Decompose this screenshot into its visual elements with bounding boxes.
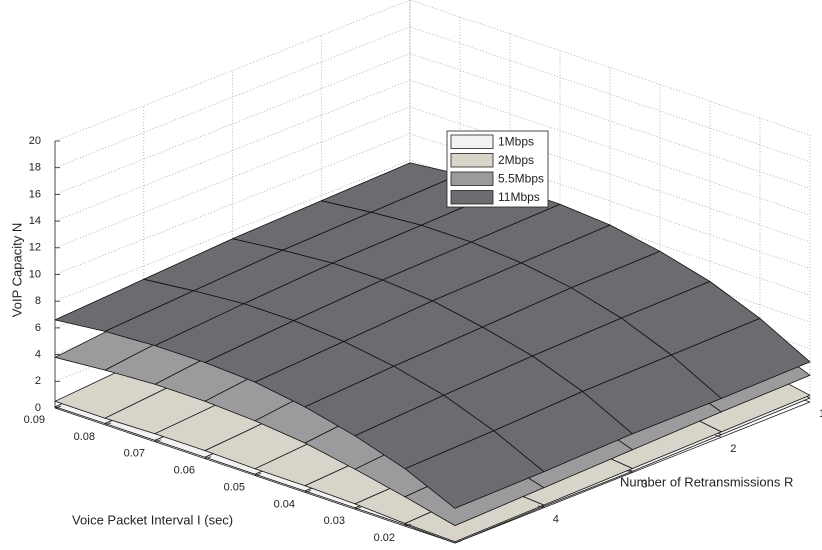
z-axis-label: VoIP Capacity N — [9, 223, 24, 317]
legend-label: 1Mbps — [498, 134, 534, 148]
z-tick-label: 4 — [35, 349, 41, 361]
x-tick-label: 0.08 — [74, 431, 95, 443]
y-tick-label: 2 — [730, 443, 736, 455]
y-tick-label: 4 — [553, 514, 559, 526]
grid-line — [54, 26, 811, 169]
x-tick — [204, 456, 212, 460]
z-tick-label: 16 — [29, 188, 41, 200]
grid-line — [54, 0, 811, 142]
z-tick-label: 0 — [35, 402, 41, 414]
x-tick-label: 0.06 — [174, 465, 195, 477]
x-tick-label: 0.09 — [24, 414, 45, 426]
grid-line — [54, 53, 811, 195]
y-tick — [448, 540, 456, 544]
z-tick-label: 8 — [35, 295, 41, 307]
z-tick-label: 2 — [35, 375, 41, 387]
y-tick — [537, 505, 544, 509]
y-tick — [626, 470, 633, 473]
legend-swatch — [450, 134, 494, 149]
legend-label: 2Mbps — [498, 153, 534, 167]
z-tick-label: 10 — [29, 268, 41, 280]
surface-patch — [404, 430, 545, 509]
z-tick-label: 20 — [29, 135, 41, 147]
grid-line — [143, 105, 544, 509]
x-tick — [54, 405, 62, 409]
z-tick-label: 6 — [35, 322, 41, 334]
surface-layer — [54, 162, 811, 544]
x-tick-label: 0.03 — [324, 515, 345, 527]
x-tick — [354, 506, 362, 510]
x-tick — [154, 439, 162, 443]
z-tick-label: 18 — [29, 162, 41, 174]
x-tick-label: 0.07 — [124, 448, 145, 460]
x-axis-label: Voice Packet Interval I (sec) — [72, 512, 233, 527]
y-tick-label: 3 — [641, 478, 647, 490]
grid-line — [409, 0, 811, 403]
y-tick-label: 5 — [464, 549, 470, 550]
x-tick-label: 0.02 — [374, 532, 395, 544]
grid-line — [320, 35, 722, 438]
legend: 1Mbps 2Mbps 5.5Mbps 11Mbps — [446, 130, 549, 208]
x-tick — [304, 489, 312, 493]
x-tick-label: 0.01 — [424, 549, 445, 550]
y-tick — [803, 399, 811, 403]
x-tick — [254, 473, 262, 476]
legend-label: 5.5Mbps — [498, 171, 544, 185]
x-tick — [404, 523, 412, 527]
axis-layer: 024681012141618200.010.020.030.040.050.0… — [24, 135, 822, 550]
y-tick — [715, 434, 722, 438]
x-tick-label: 0.04 — [274, 498, 295, 510]
x-tick — [454, 540, 462, 544]
legend-swatch — [450, 190, 494, 205]
legend-swatch — [450, 153, 494, 168]
y-tick-label: 1 — [819, 408, 822, 420]
z-tick-label: 14 — [29, 215, 41, 227]
legend-label: 11Mbps — [498, 190, 540, 204]
legend-swatch — [450, 171, 494, 186]
z-tick-label: 12 — [29, 242, 41, 254]
y-axis-label: Number of Retransmissions R — [620, 474, 793, 489]
grid-line — [232, 70, 633, 473]
x-tick — [104, 422, 112, 426]
x-tick-label: 0.05 — [224, 481, 245, 493]
